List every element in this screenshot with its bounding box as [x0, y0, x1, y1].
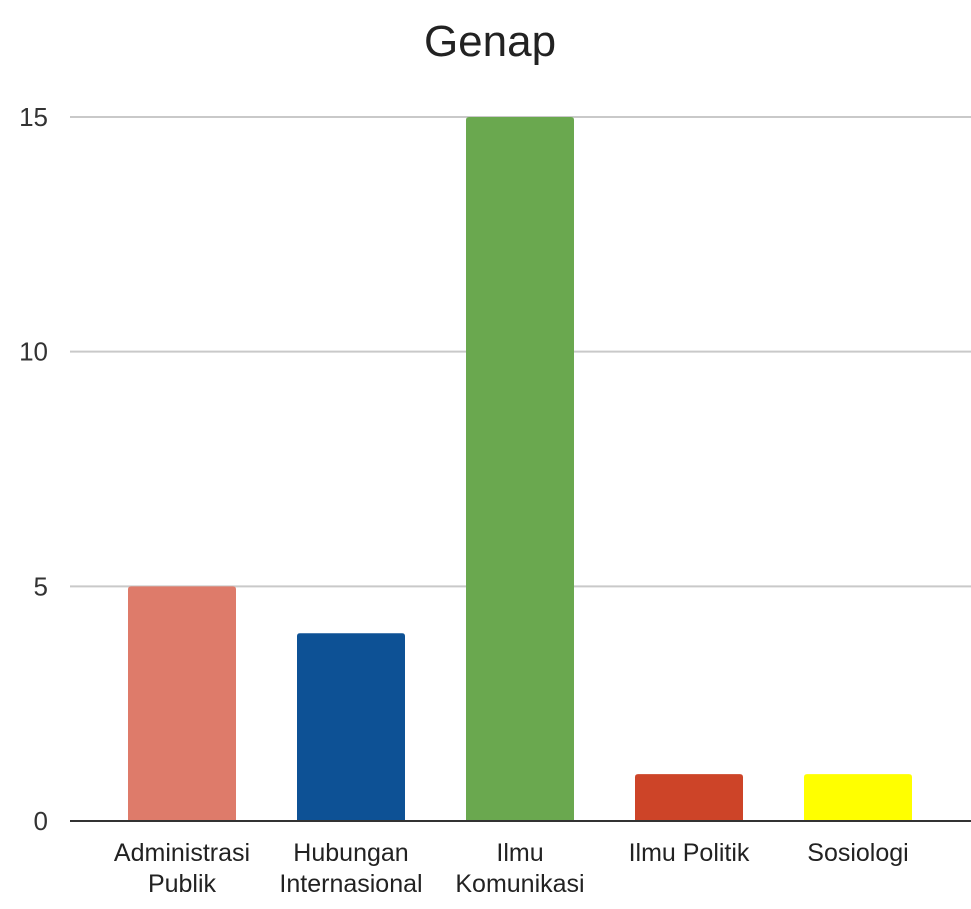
x-tick-label: Ilmu: [496, 839, 543, 867]
bar: [804, 774, 912, 821]
x-tick-label: Hubungan: [293, 839, 408, 867]
bar: [128, 586, 236, 821]
x-tick-label: Ilmu Politik: [629, 839, 750, 867]
y-tick-label: 0: [34, 806, 48, 836]
y-tick-label: 5: [34, 571, 48, 601]
bar: [635, 774, 743, 821]
bars: [128, 117, 912, 821]
y-axis-ticks: 0 5 10 15: [19, 102, 48, 836]
x-tick-label: Sosiologi: [807, 839, 908, 867]
y-tick-label: 15: [19, 102, 48, 132]
x-tick-label: Komunikasi: [455, 870, 584, 898]
bar: [297, 633, 405, 821]
x-tick-label: Internasional: [279, 870, 422, 898]
x-tick-label: Publik: [148, 870, 217, 898]
x-tick-label: Administrasi: [114, 839, 250, 867]
bar: [466, 117, 574, 821]
y-tick-label: 10: [19, 337, 48, 367]
x-axis-labels: Administrasi Publik Hubungan Internasional I…: [114, 839, 909, 898]
chart-title: Genap: [424, 17, 556, 66]
